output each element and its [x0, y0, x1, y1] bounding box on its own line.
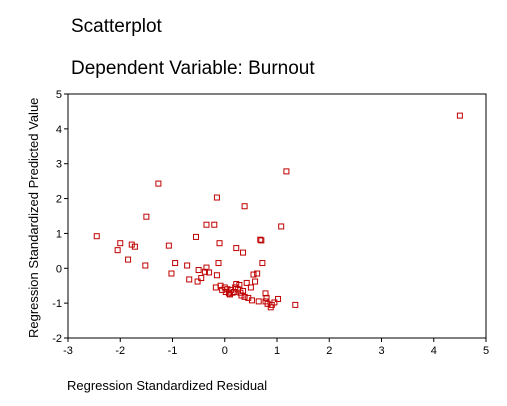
data-point	[456, 112, 463, 119]
data-point	[142, 262, 149, 269]
x-tick-label: 2	[326, 345, 332, 357]
y-tick-label: 5	[56, 89, 62, 101]
data-point	[213, 272, 220, 279]
data-point	[243, 279, 250, 286]
y-axis: -2 -1 0 1 2 3 4 5	[52, 89, 68, 345]
data-point	[252, 278, 259, 285]
data-point	[255, 298, 262, 305]
data-point	[217, 282, 224, 289]
y-tick-label: 0	[56, 263, 62, 275]
data-point	[240, 249, 247, 256]
data-point	[155, 180, 162, 187]
data-point	[195, 267, 202, 274]
data-point	[114, 247, 121, 254]
x-tick-label: 4	[431, 345, 437, 357]
data-point	[215, 260, 222, 267]
data-point	[165, 242, 172, 249]
data-point	[278, 223, 285, 230]
data-point	[258, 237, 265, 244]
x-tick-label: -1	[168, 345, 178, 357]
data-point	[259, 260, 266, 267]
data-point	[271, 299, 278, 306]
data-point	[233, 245, 240, 252]
data-point	[198, 275, 205, 282]
data-point	[131, 243, 138, 250]
x-tick-label: 1	[274, 345, 280, 357]
data-point	[206, 269, 213, 276]
x-tick-label: 0	[222, 345, 228, 357]
data-point	[203, 221, 210, 228]
data-point	[254, 270, 261, 277]
data-point	[201, 268, 208, 275]
data-point	[184, 262, 191, 269]
data-point	[264, 300, 271, 307]
data-point	[241, 293, 248, 300]
data-point	[247, 284, 254, 291]
x-tick-label: 5	[483, 345, 489, 357]
data-point	[248, 297, 255, 304]
data-point	[213, 194, 220, 201]
data-point	[240, 287, 247, 294]
data-point	[186, 276, 193, 283]
data-points	[93, 112, 463, 311]
data-point	[292, 301, 299, 308]
data-point	[172, 260, 179, 267]
data-point	[168, 270, 175, 277]
data-point	[216, 240, 223, 247]
x-tick-label: -2	[115, 345, 125, 357]
y-tick-label: -2	[52, 333, 62, 345]
data-point	[193, 233, 200, 240]
x-axis: -3 -2 -1 0 1 2 3 4 5	[63, 338, 489, 357]
chart-title: Scatterplot	[71, 16, 162, 37]
data-point	[236, 282, 243, 289]
chart-subtitle: Dependent Variable: Burnout	[71, 58, 315, 79]
y-tick-label: 3	[56, 159, 62, 171]
data-point	[263, 294, 270, 301]
data-point	[211, 221, 218, 228]
data-point	[257, 236, 264, 243]
data-point	[194, 278, 201, 285]
data-point	[241, 203, 248, 210]
data-point	[283, 168, 290, 175]
y-tick-label: 2	[56, 194, 62, 206]
x-axis-title: Regression Standardized Residual	[67, 378, 267, 393]
y-tick-label: 4	[56, 124, 62, 136]
data-point	[93, 233, 100, 240]
y-tick-label: -1	[52, 298, 62, 310]
y-tick-label: 1	[56, 228, 62, 240]
x-tick-label: 3	[378, 345, 384, 357]
y-axis-title: Regression Standardized Predicted Value	[26, 98, 41, 338]
data-point	[275, 295, 282, 302]
data-point	[250, 271, 257, 278]
data-point	[117, 240, 124, 247]
x-tick-label: -3	[63, 345, 73, 357]
data-point	[125, 256, 132, 263]
data-point	[143, 213, 150, 220]
